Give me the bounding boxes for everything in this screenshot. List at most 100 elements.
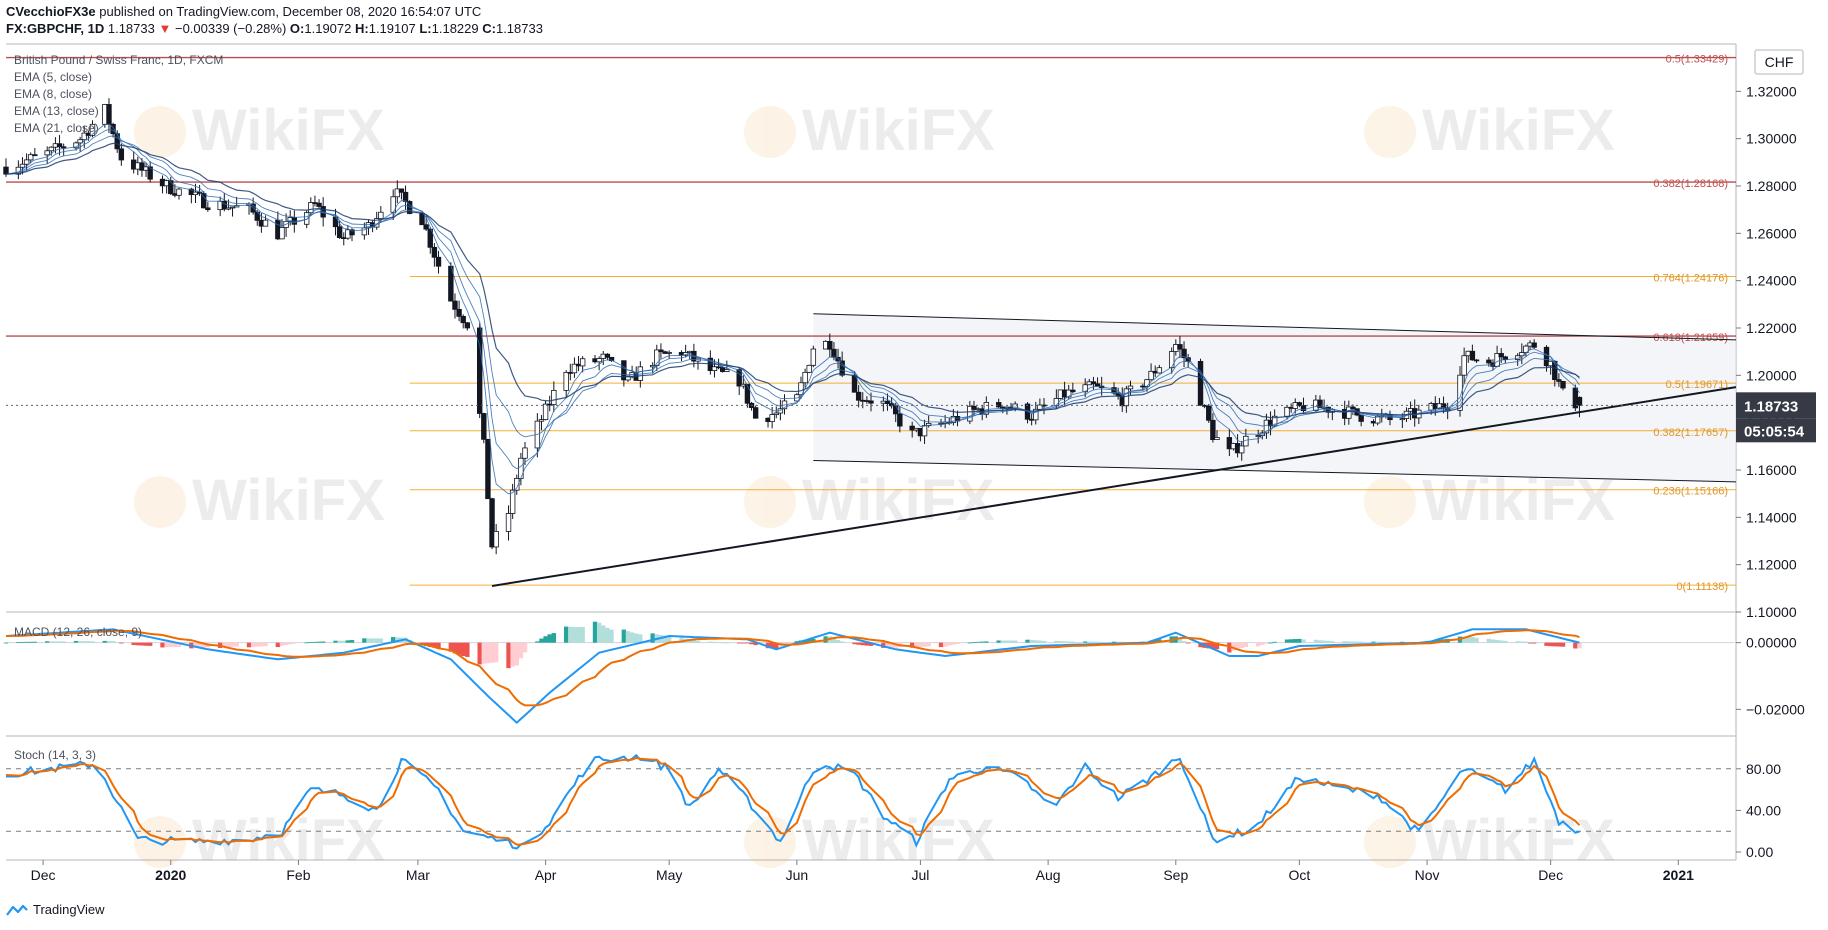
macd-histogram-bar xyxy=(1515,641,1520,643)
time-axis: Dec 2020 Feb Mar Apr May Jun Jul Aug Sep Oct Nov Dec… xyxy=(31,860,1694,883)
candle-body xyxy=(1070,389,1076,393)
macd-histogram-bar xyxy=(807,639,812,643)
macd-histogram-bar xyxy=(1235,642,1240,650)
macd-histogram-bar xyxy=(864,642,870,646)
candle-body xyxy=(1214,437,1220,440)
ohlc-info: FX:GBPCHF, 1D 1.18733 ▼ −0.00339 (−0.28%… xyxy=(6,21,543,36)
time-tick-label-8: Aug xyxy=(1036,867,1061,883)
macd-histogram-bar xyxy=(1573,642,1578,649)
legend-stoch[interactable]: Stoch (14, 3, 3) xyxy=(14,748,97,762)
close-key: C: xyxy=(482,21,496,36)
price-tick-label-5: 1.20000 xyxy=(1746,367,1797,383)
candle-body xyxy=(621,360,627,381)
change-label: −0.00339 (−0.28%) xyxy=(174,21,287,36)
legend-ema8[interactable]: EMA (8, close) xyxy=(14,87,93,101)
macd-histogram-bar xyxy=(288,642,293,645)
candle-body xyxy=(476,327,483,414)
macd-histogram-bar xyxy=(362,638,367,643)
candle-body xyxy=(44,150,50,156)
legend-macd[interactable]: MACD (12, 26, close, 9) xyxy=(14,625,143,639)
macd-histogram-bar xyxy=(312,641,318,643)
macd-histogram-bar xyxy=(1474,637,1479,643)
footer-brand[interactable]: TradingView xyxy=(6,902,105,917)
candle-body xyxy=(303,212,310,225)
ema-21-line xyxy=(5,142,1580,419)
price-tick-label-0: 1.10000 xyxy=(1746,604,1797,620)
candle-body xyxy=(1461,355,1467,376)
open-value: 1.19072 xyxy=(304,21,352,36)
countdown-badge xyxy=(1736,418,1816,443)
countdown-value: 05:05:54 xyxy=(1744,423,1805,440)
legend-ema13[interactable]: EMA (13, close) xyxy=(14,104,99,118)
macd-histogram-bar xyxy=(119,642,124,644)
watermark-layer: WikiFX WikiFX WikiFX WikiFX WikiFX WikiFX Wiki… xyxy=(134,98,1615,873)
candle-body xyxy=(205,207,211,211)
macd-histogram-bar xyxy=(971,642,977,643)
macd-histogram-bar xyxy=(337,640,342,643)
macd-histogram-bar xyxy=(250,642,256,647)
macd-histogram-bar xyxy=(1008,640,1014,643)
time-tick-label-1: 2020 xyxy=(155,867,186,883)
price-tick-label-7: 1.24000 xyxy=(1746,273,1797,289)
time-tick-label-9: Sep xyxy=(1163,867,1188,883)
watermark-text: WikiFX xyxy=(802,98,995,163)
watermark-logo-icon xyxy=(134,476,186,528)
stoch-pane: 0.00 40.00 80.00 xyxy=(5,753,1781,860)
candle-body xyxy=(1181,348,1187,359)
legend-ema21[interactable]: EMA (21, close) xyxy=(14,121,99,135)
macd-histogram-bar xyxy=(115,642,120,643)
time-tick-label-4: Apr xyxy=(535,867,557,883)
level-label-0: 0.5(1.33429) xyxy=(1666,54,1728,66)
macd-histogram-bar xyxy=(691,640,697,643)
macd-histogram-bar xyxy=(110,641,116,643)
candle-body xyxy=(1346,406,1352,419)
macd-histogram-bar xyxy=(679,637,684,643)
macd-histogram-bar xyxy=(984,641,989,643)
ema-8-line xyxy=(5,128,1580,470)
candle-body xyxy=(1457,374,1463,411)
candle-body xyxy=(221,200,228,210)
macd-histogram-bar xyxy=(860,642,865,646)
footer-brand-label: TradingView xyxy=(33,902,105,917)
macd-histogram-bar xyxy=(551,633,557,643)
macd-histogram-bar xyxy=(1054,640,1059,643)
candle-body xyxy=(32,154,38,157)
symbol-label[interactable]: FX:GBPCHF, 1D xyxy=(6,21,105,36)
macd-histogram-bar xyxy=(1293,639,1298,643)
level-label-6: 0.236(1.15166) xyxy=(1653,486,1728,498)
watermark-text: WikiFX xyxy=(802,808,995,873)
macd-histogram-bar xyxy=(1470,636,1475,643)
macd-histogram-bar xyxy=(24,641,29,643)
macd-histogram-bar xyxy=(1313,639,1319,643)
macd-histogram-bar xyxy=(53,641,58,643)
candle-body xyxy=(752,407,759,419)
candle-body xyxy=(666,352,672,354)
stoch-d-line xyxy=(5,756,1581,846)
candle-body xyxy=(56,143,63,148)
macd-histogram-bar xyxy=(1214,642,1220,650)
candle-body xyxy=(509,489,516,514)
macd-histogram-bar xyxy=(1124,641,1129,643)
macd-histogram-bar xyxy=(106,641,112,643)
price-tick-label-1: 1.12000 xyxy=(1746,557,1797,573)
candle-body xyxy=(1255,435,1261,437)
macd-histogram-bar xyxy=(568,626,573,643)
author-name[interactable]: CVecchioFX3e xyxy=(6,4,96,19)
macd-histogram-bar xyxy=(1346,641,1352,643)
macd-histogram-bar xyxy=(477,642,482,665)
candle-body xyxy=(827,340,833,350)
macd-histogram-bar xyxy=(1037,640,1043,643)
legend-ema5[interactable]: EMA (5, close) xyxy=(14,70,93,84)
macd-histogram-bar xyxy=(563,626,569,643)
candle-body xyxy=(551,390,557,405)
macd-histogram-bar xyxy=(629,632,635,643)
macd-histogram-bar xyxy=(1326,640,1331,643)
macd-histogram-bar xyxy=(572,626,577,643)
macd-histogram-bar xyxy=(1371,641,1376,643)
macd-histogram-bar xyxy=(20,641,25,643)
candle-body xyxy=(1560,381,1566,389)
macd-histogram-bar xyxy=(234,642,239,647)
macd-histogram-bar xyxy=(172,642,178,648)
candle-body xyxy=(201,193,207,209)
watermark-logo-icon xyxy=(744,816,796,868)
